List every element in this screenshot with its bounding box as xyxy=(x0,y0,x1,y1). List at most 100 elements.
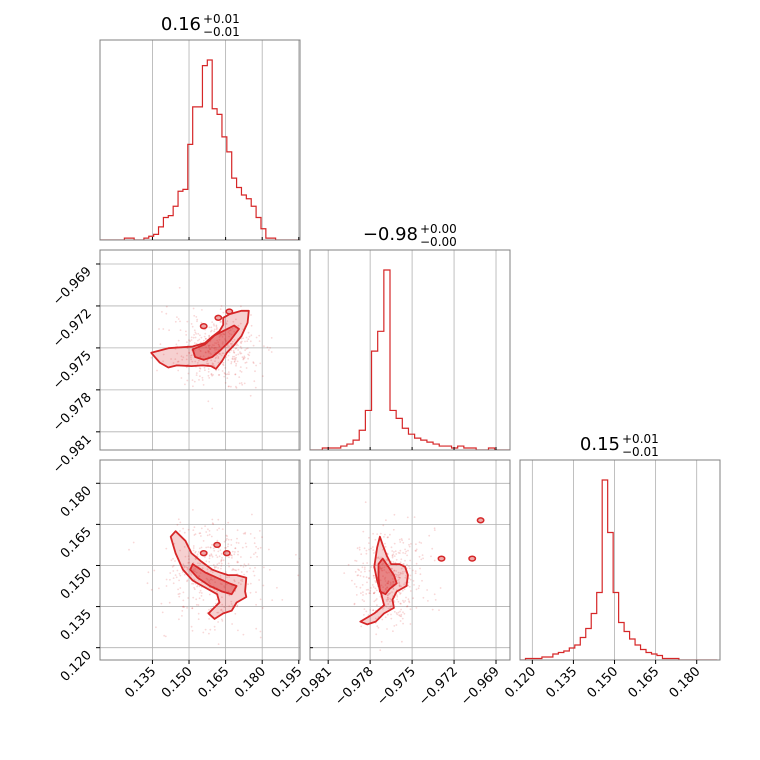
scatter-point xyxy=(243,563,246,566)
scatter-point xyxy=(204,351,207,354)
scatter-point xyxy=(254,566,256,569)
contour-island xyxy=(437,555,446,562)
contour-island xyxy=(225,308,234,315)
scatter-point xyxy=(182,605,185,608)
scatter-point xyxy=(373,600,376,603)
scatter-point xyxy=(192,307,195,310)
scatter-point xyxy=(371,584,374,586)
scatter-point xyxy=(380,640,383,643)
scatter-point xyxy=(206,578,209,581)
scatter-point xyxy=(191,360,194,363)
scatter-point xyxy=(172,577,175,579)
scatter-point xyxy=(367,588,369,591)
scatter-point xyxy=(245,361,248,364)
scatter-point xyxy=(393,555,396,557)
y-tick-label: −0.975 xyxy=(50,348,95,393)
grid-lines xyxy=(327,250,497,450)
scatter-point xyxy=(162,328,165,330)
scatter-point xyxy=(221,620,224,622)
scatter-point xyxy=(197,618,200,621)
scatter-point xyxy=(213,625,216,628)
panel-frame xyxy=(309,459,511,661)
scatter-point xyxy=(398,585,401,588)
scatter-point xyxy=(257,547,260,550)
scatter-point xyxy=(259,546,262,549)
scatter-point xyxy=(192,545,195,547)
contour-island xyxy=(476,517,485,524)
scatter-point xyxy=(197,604,200,606)
scatter-point xyxy=(200,341,202,344)
scatter-point xyxy=(400,572,402,575)
scatter-point xyxy=(376,556,378,559)
scatter-point xyxy=(215,324,218,327)
scatter-point xyxy=(379,566,382,568)
scatter-point xyxy=(386,586,389,589)
contour-island xyxy=(222,550,231,557)
scatter-point xyxy=(195,316,198,318)
scatter-point xyxy=(255,603,257,606)
scatter-point xyxy=(220,552,223,555)
scatter-point xyxy=(266,346,269,349)
scatter-point xyxy=(234,357,237,360)
scatter-point xyxy=(384,576,387,579)
scatter-point xyxy=(190,339,193,341)
scatter-point xyxy=(397,574,400,577)
scatter-point xyxy=(200,546,203,549)
scatter-point xyxy=(208,618,211,620)
scatter-point xyxy=(222,364,225,367)
scatter-point xyxy=(398,552,401,554)
scatter-point xyxy=(258,530,261,532)
scatter-point xyxy=(271,599,274,601)
scatter-point xyxy=(374,581,377,584)
scatter-point xyxy=(380,584,383,587)
scatter-point xyxy=(249,556,252,559)
scatter-point xyxy=(222,311,225,314)
scatter-point xyxy=(217,567,220,569)
scatter-point xyxy=(431,608,434,611)
scatter-point xyxy=(220,562,223,565)
scatter-point xyxy=(261,607,264,609)
scatter-point xyxy=(233,361,236,363)
scatter-point xyxy=(188,351,191,354)
scatter-point xyxy=(373,591,376,594)
scatter-point xyxy=(232,568,235,571)
scatter-point xyxy=(353,602,356,605)
scatter-point xyxy=(244,531,247,534)
scatter-point xyxy=(213,588,216,591)
scatter-point xyxy=(419,573,422,576)
scatter-point xyxy=(215,325,218,328)
scatter-point xyxy=(132,541,135,544)
scatter-point xyxy=(382,606,385,609)
scatter-point xyxy=(392,581,394,583)
scatter-point xyxy=(190,625,193,628)
scatter-point xyxy=(178,286,181,289)
scatter-point xyxy=(408,600,410,603)
scatter-point xyxy=(190,354,192,357)
scatter-point xyxy=(382,548,384,551)
scatter-point xyxy=(409,623,412,625)
scatter-point xyxy=(393,513,396,516)
scatter-point xyxy=(213,566,216,569)
contour-island xyxy=(468,555,477,562)
scatter-point xyxy=(385,571,388,573)
scatter-point xyxy=(237,349,240,351)
scatter-point xyxy=(255,364,257,367)
scatter-point xyxy=(190,354,193,357)
scatter-point xyxy=(161,611,164,614)
scatter-point xyxy=(258,579,260,581)
scatter-point xyxy=(158,328,160,330)
scatter-point xyxy=(171,565,174,568)
scatter-point xyxy=(403,601,405,604)
scatter-point xyxy=(373,552,375,554)
scatter-point xyxy=(243,382,246,385)
scatter-point xyxy=(185,358,188,361)
scatter-point xyxy=(217,550,220,553)
scatter-point xyxy=(355,594,358,596)
scatter-point xyxy=(372,592,375,595)
scatter-point xyxy=(221,343,224,345)
scatter-point xyxy=(222,361,225,364)
scatter-point xyxy=(402,572,404,575)
scatter-point xyxy=(234,551,236,553)
scatter-point xyxy=(241,356,244,358)
scatter-point xyxy=(187,372,190,375)
